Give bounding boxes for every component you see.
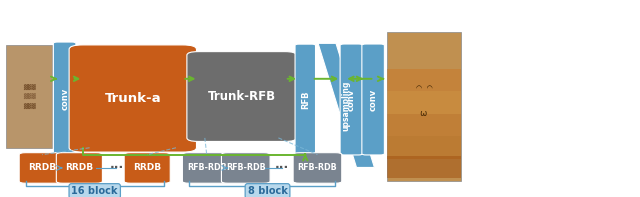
FancyBboxPatch shape — [387, 32, 461, 181]
Text: ···: ··· — [109, 162, 124, 174]
Text: RFB-RDB: RFB-RDB — [298, 164, 337, 172]
Text: conv: conv — [347, 88, 356, 111]
Text: upsampling: upsampling — [342, 80, 351, 131]
Text: RFB-RDB: RFB-RDB — [226, 164, 266, 172]
Text: Trunk-RFB: Trunk-RFB — [207, 90, 276, 103]
FancyBboxPatch shape — [53, 42, 76, 155]
Text: RRDB: RRDB — [65, 164, 93, 172]
Text: RFB: RFB — [301, 90, 310, 109]
Text: 16 block: 16 block — [72, 186, 118, 196]
Text: ▓▓▓: ▓▓▓ — [23, 103, 36, 109]
Polygon shape — [318, 43, 374, 167]
Text: RRDB: RRDB — [133, 164, 161, 172]
FancyBboxPatch shape — [6, 45, 52, 148]
Bar — [387, 156, 461, 178]
FancyBboxPatch shape — [293, 153, 342, 183]
Bar — [387, 69, 461, 91]
Bar — [387, 91, 461, 114]
FancyBboxPatch shape — [295, 44, 316, 155]
FancyBboxPatch shape — [221, 153, 270, 183]
FancyBboxPatch shape — [187, 52, 296, 141]
FancyBboxPatch shape — [182, 153, 231, 183]
Text: RFB-RDB: RFB-RDB — [187, 164, 227, 172]
Text: conv: conv — [60, 87, 69, 110]
FancyBboxPatch shape — [340, 44, 363, 155]
FancyBboxPatch shape — [362, 44, 385, 155]
Text: 8 block: 8 block — [248, 186, 287, 196]
FancyBboxPatch shape — [56, 153, 102, 183]
Bar — [387, 114, 461, 136]
Text: RRDB: RRDB — [28, 164, 56, 172]
Text: conv: conv — [369, 88, 378, 111]
Text: ◠  ◠: ◠ ◠ — [415, 85, 433, 91]
Text: ▓▓▓: ▓▓▓ — [23, 84, 36, 90]
FancyBboxPatch shape — [69, 45, 196, 152]
Text: ▓▓▓: ▓▓▓ — [23, 94, 36, 99]
FancyBboxPatch shape — [124, 153, 170, 183]
Text: Trunk-a: Trunk-a — [104, 92, 161, 105]
FancyBboxPatch shape — [19, 153, 65, 183]
Text: ···: ··· — [275, 162, 289, 174]
Bar — [387, 136, 461, 159]
Text: ω: ω — [415, 109, 433, 118]
